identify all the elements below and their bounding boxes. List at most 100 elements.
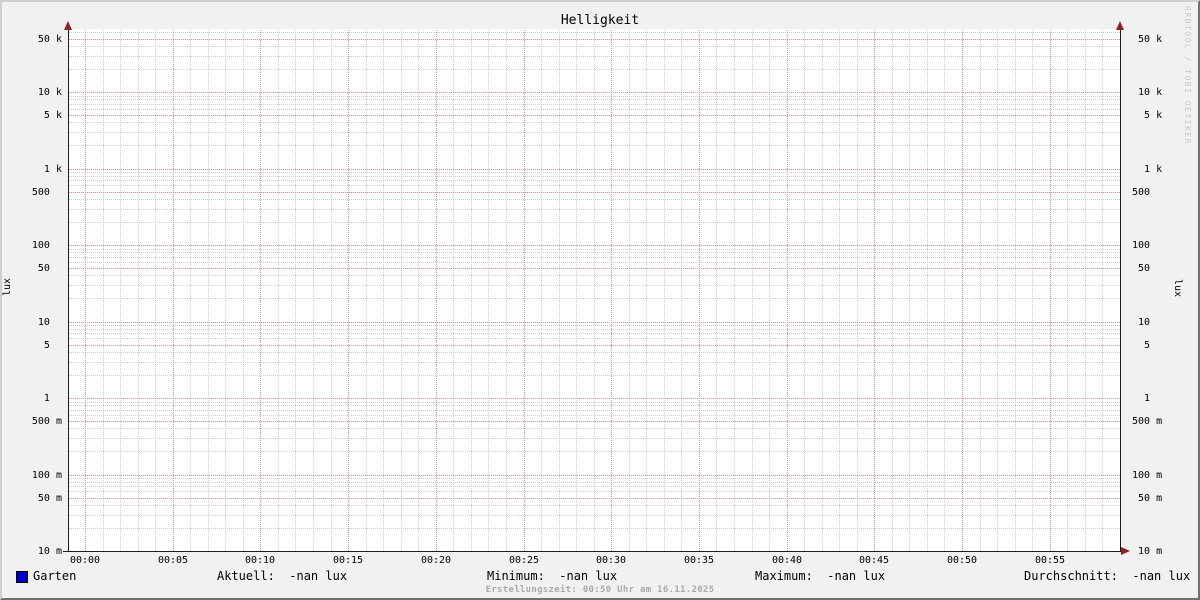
gridline-v-minor <box>506 30 507 551</box>
gridline-v-major <box>699 30 700 551</box>
x-tick-label: 00:50 <box>946 555 978 566</box>
gridline-v-minor <box>1067 30 1068 551</box>
y-tick-label: 5 k <box>31 110 62 121</box>
gridline-v-minor <box>155 30 156 551</box>
gridline-v-minor <box>541 30 542 551</box>
y-tick-label: 10 k <box>1132 87 1163 98</box>
legend-swatch-garten <box>16 571 28 583</box>
gridline-v-major <box>874 30 875 551</box>
gridline-h-major <box>69 322 1120 323</box>
gridline-h-major <box>69 421 1120 422</box>
x-tick-label: 00:05 <box>157 555 189 566</box>
gridline-v-major <box>436 30 437 551</box>
y-tick-label: 10 m <box>1132 546 1163 557</box>
x-tick-label: 00:35 <box>683 555 715 566</box>
x-tick-label: 00:30 <box>595 555 627 566</box>
y-tick-label: 1 <box>1132 393 1163 404</box>
gridline-v-minor <box>278 30 279 551</box>
gridline-v-minor <box>295 30 296 551</box>
stat-aktuell: Aktuell: -nan lux <box>217 569 348 583</box>
gridline-v-minor <box>1032 30 1033 551</box>
gridline-v-minor <box>488 30 489 551</box>
gridline-v-minor <box>559 30 560 551</box>
gridline-v-major <box>962 30 963 551</box>
gridline-v-minor <box>225 30 226 551</box>
gridline-v-minor <box>383 30 384 551</box>
gridline-v-minor <box>822 30 823 551</box>
gridline-h-major <box>69 92 1120 93</box>
gridline-v-minor <box>629 30 630 551</box>
gridline-h-major <box>69 39 1120 40</box>
gridline-v-major <box>1050 30 1051 551</box>
stat-minimum: Minimum: -nan lux <box>487 569 618 583</box>
y-tick-label: 1 <box>31 393 62 404</box>
gridline-v-minor <box>734 30 735 551</box>
y-tick-label: 50 <box>31 263 62 274</box>
creation-timestamp: Erstellungszeit: 00:50 Uhr am 16.11.2025 <box>485 585 715 595</box>
gridline-v-minor <box>138 30 139 551</box>
chart-title: Helligkeit <box>560 13 640 28</box>
y-axis-unit-right: lux <box>1172 278 1183 298</box>
stat-maximum: Maximum: -nan lux <box>755 569 886 583</box>
gridline-v-minor <box>1015 30 1016 551</box>
y-tick-label: 100 m <box>31 470 62 481</box>
gridline-v-major <box>524 30 525 551</box>
gridline-v-minor <box>190 30 191 551</box>
gridline-v-minor <box>313 30 314 551</box>
gridline-v-minor <box>471 30 472 551</box>
x-tick-label: 00:20 <box>420 555 452 566</box>
y-tick-label: 500 m <box>31 416 62 427</box>
gridline-v-minor <box>769 30 770 551</box>
gridline-v-minor <box>980 30 981 551</box>
gridline-v-minor <box>331 30 332 551</box>
y-tick-label: 5 <box>1132 340 1163 351</box>
gridline-v-minor <box>997 30 998 551</box>
y-tick-label: 100 <box>31 240 62 251</box>
y-tick-label: 50 m <box>1132 493 1163 504</box>
gridline-h-major <box>69 345 1120 346</box>
gridline-v-minor <box>716 30 717 551</box>
y-tick-label: 1 k <box>1132 164 1163 175</box>
gridline-h-major <box>69 245 1120 246</box>
x-tick-label: 00:55 <box>1034 555 1066 566</box>
y-tick-label: 10 k <box>31 87 62 98</box>
x-axis-arrow-icon <box>1121 547 1130 555</box>
y-tick-label: 500 m <box>1132 416 1163 427</box>
x-tick-label: 00:40 <box>771 555 803 566</box>
gridline-v-minor <box>1102 30 1103 551</box>
rrdtool-watermark: RRDTOOL / TOBI OETIKER <box>1183 6 1192 145</box>
gridline-v-minor <box>594 30 595 551</box>
y-tick-label: 50 k <box>1132 34 1163 45</box>
y-tick-label: 50 k <box>31 34 62 45</box>
gridline-v-minor <box>646 30 647 551</box>
gridline-v-major <box>611 30 612 551</box>
gridline-v-minor <box>804 30 805 551</box>
gridline-v-minor <box>453 30 454 551</box>
gridline-h-major <box>69 475 1120 476</box>
x-tick-label: 00:45 <box>858 555 890 566</box>
y-axis-unit-left: lux <box>2 277 13 297</box>
y-tick-label: 10 <box>1132 317 1163 328</box>
gridline-v-minor <box>857 30 858 551</box>
gridline-h-major <box>69 169 1120 170</box>
y-axis-left-arrow-icon <box>64 21 72 30</box>
gridline-v-minor <box>752 30 753 551</box>
gridline-v-minor <box>1085 30 1086 551</box>
y-tick-label: 500 <box>1132 187 1163 198</box>
y-tick-label: 500 <box>31 187 62 198</box>
x-tick-label: 00:10 <box>244 555 276 566</box>
legend-series-label: Garten <box>33 569 77 583</box>
gridline-v-minor <box>909 30 910 551</box>
y-axis-right-line <box>1120 29 1121 552</box>
x-axis-line <box>63 551 1122 552</box>
gridline-h-major <box>69 115 1120 116</box>
gridline-v-minor <box>243 30 244 551</box>
gridline-v-minor <box>839 30 840 551</box>
gridline-v-major <box>85 30 86 551</box>
gridline-v-minor <box>418 30 419 551</box>
gridline-v-minor <box>944 30 945 551</box>
y-tick-label: 10 m <box>31 546 62 557</box>
y-tick-label: 50 m <box>31 493 62 504</box>
y-tick-label: 100 <box>1132 240 1163 251</box>
